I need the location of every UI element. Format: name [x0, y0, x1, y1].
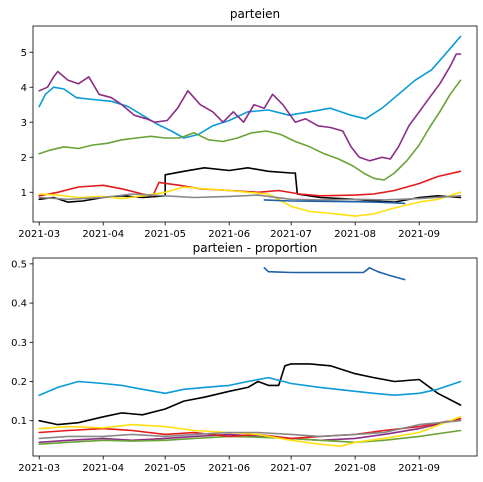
y-tick-label: 0.1 [11, 416, 27, 427]
x-tick-label: 2021-06 [208, 229, 250, 240]
y-tick-label: 1 [21, 188, 27, 199]
series-line-3 [38, 79, 462, 181]
y-tick-label: 0.3 [11, 338, 27, 349]
series-line-7 [38, 416, 462, 447]
x-tick-label: 2021-08 [334, 229, 376, 240]
y-tick-label: 0.5 [11, 259, 27, 270]
series-line-8 [38, 419, 462, 440]
x-tick-label: 2021-03 [18, 229, 60, 240]
x-tick-label: 2021-09 [398, 463, 440, 474]
axes-frame [32, 257, 478, 457]
x-tick-label: 2021-05 [144, 463, 186, 474]
x-tick-label: 2021-04 [82, 463, 124, 474]
x-tick-label: 2021-03 [18, 463, 60, 474]
y-tick-label: 3 [21, 118, 27, 129]
y-tick-label: 2 [21, 153, 27, 164]
series-line-1 [263, 267, 406, 281]
series-line-2 [38, 53, 462, 162]
chart-parteien-proportion: parteien - proportion 2021-03 2021-04 2021… [11, 241, 478, 474]
x-tick-label: 2021-09 [398, 229, 440, 240]
x-tick-label: 2021-07 [270, 229, 312, 240]
series-line-2 [38, 363, 462, 426]
series-line-7 [38, 193, 462, 201]
x-tick-label: 2021-04 [82, 229, 124, 240]
chart-parteien: parteien 2021-03 2021-04 2021-05 2021-06 202… [18, 7, 478, 240]
x-tick-label: 2021-06 [208, 463, 250, 474]
y-tick-label: 4 [21, 83, 27, 94]
series-line-5 [38, 429, 462, 445]
x-tick-label: 2021-08 [334, 463, 376, 474]
series-line-3 [38, 376, 462, 396]
axes-frame [32, 25, 478, 223]
y-tick-label: 0.2 [11, 377, 27, 388]
x-tick-label: 2021-05 [144, 229, 186, 240]
series-line-1 [38, 35, 462, 139]
chart-title: parteien - proportion [193, 241, 318, 255]
x-tick-label: 2021-07 [270, 463, 312, 474]
y-tick-label: 5 [21, 48, 27, 59]
series-line-6 [38, 418, 462, 440]
chart-title: parteien [230, 7, 280, 21]
series-line-8 [263, 199, 406, 205]
y-tick-label: 0.4 [11, 299, 27, 310]
